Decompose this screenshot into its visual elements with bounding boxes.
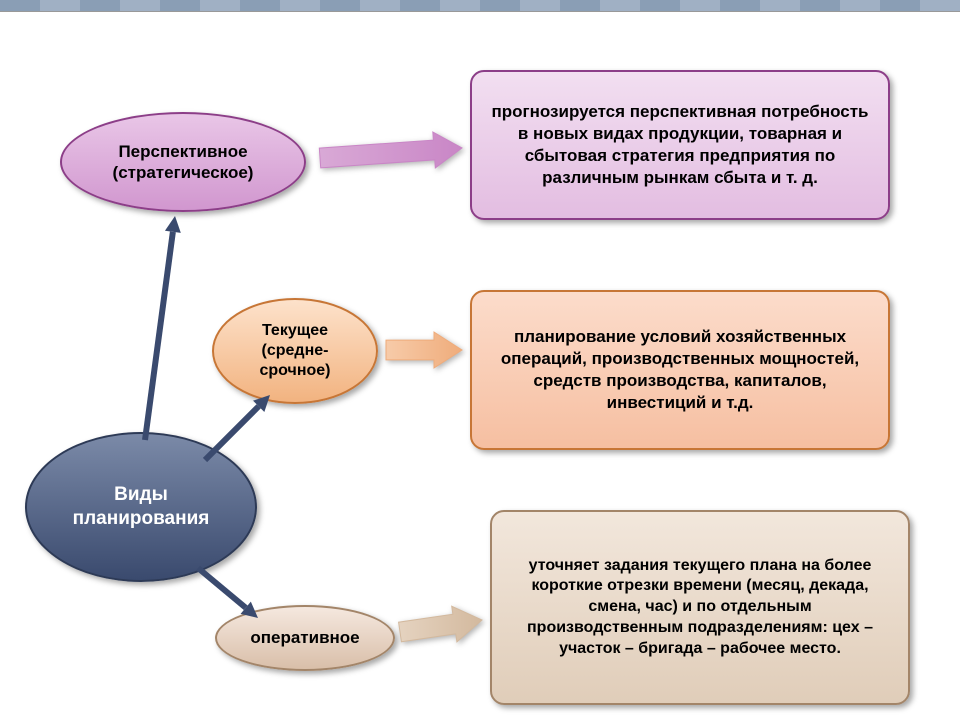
top-border-strip <box>0 0 960 12</box>
perspective-node-label: Перспективное (стратегическое) <box>62 135 304 190</box>
perspective-desc-text: прогнозируется перспективная потребность… <box>490 101 870 189</box>
perspective-node: Перспективное (стратегическое) <box>60 112 306 212</box>
root-node-label: Виды планирования <box>27 477 255 537</box>
current-node: Текущее (средне-срочное) <box>212 298 378 404</box>
current-desc-text: планирование условий хозяйственных опера… <box>490 326 870 414</box>
operative-desc-box: уточняет задания текущего плана на более… <box>490 510 910 705</box>
operative-node: оперативное <box>215 605 395 671</box>
root-node: Виды планирования <box>25 432 257 582</box>
current-node-label: Текущее (средне-срочное) <box>214 315 376 387</box>
perspective-desc-box: прогнозируется перспективная потребность… <box>470 70 890 220</box>
operative-node-label: оперативное <box>232 621 377 654</box>
operative-desc-text: уточняет задания текущего плана на более… <box>510 556 890 660</box>
current-desc-box: планирование условий хозяйственных опера… <box>470 290 890 450</box>
